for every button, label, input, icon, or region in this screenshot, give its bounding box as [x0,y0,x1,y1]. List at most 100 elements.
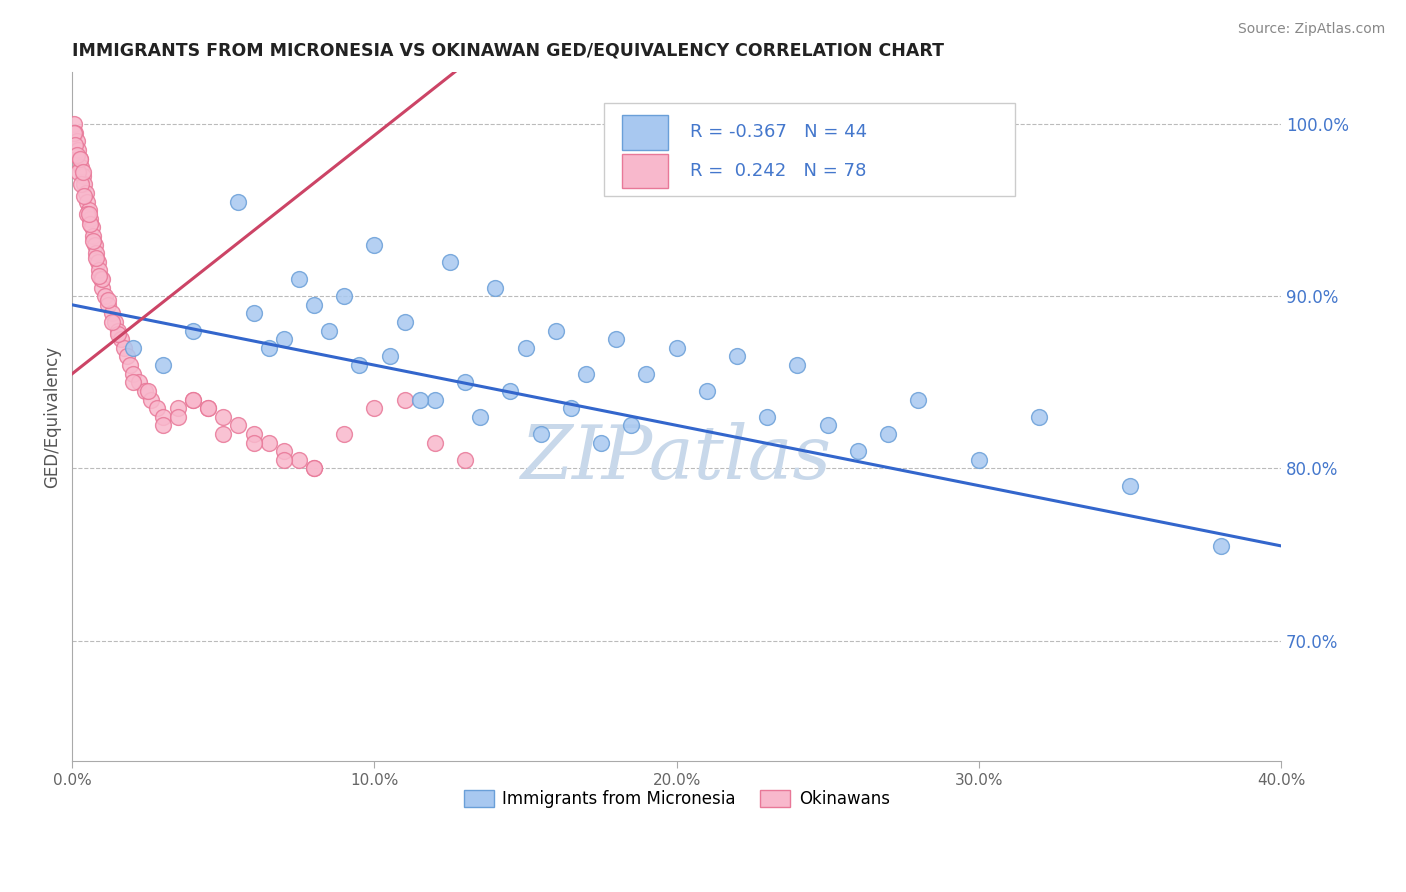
Point [484,280,506,294]
Point [181,392,204,407]
Point [242,435,264,450]
Point [73,178,96,192]
Point [454,452,477,467]
Legend: Immigrants from Micronesia, Okinawans: Immigrants from Micronesia, Okinawans [457,783,897,814]
Point [134,384,156,398]
Point [967,452,990,467]
Point [1209,539,1232,553]
Point [302,298,325,312]
Point [181,392,204,407]
Point [1028,409,1050,424]
Point [62,126,84,140]
Point [75,186,97,200]
Point [242,427,264,442]
Point [212,427,235,442]
Point [333,289,356,303]
Text: IMMIGRANTS FROM MICRONESIA VS OKINAWAN GED/EQUIVALENCY CORRELATION CHART: IMMIGRANTS FROM MICRONESIA VS OKINAWAN G… [72,42,945,60]
Point [67,143,90,157]
Text: R = -0.367   N = 44: R = -0.367 N = 44 [690,123,868,141]
Point [70,160,93,174]
Point [89,268,111,283]
Point [589,435,612,450]
Point [66,148,89,162]
Point [1119,478,1142,492]
Point [121,341,143,355]
Point [69,152,91,166]
Text: Source: ZipAtlas.com: Source: ZipAtlas.com [1237,22,1385,37]
Point [97,293,120,307]
Point [530,427,553,442]
Point [605,332,627,346]
Point [72,165,94,179]
Point [181,324,204,338]
Point [242,306,264,320]
Point [152,409,174,424]
Point [257,435,280,450]
Point [90,272,112,286]
Point [79,211,101,226]
Point [786,358,808,372]
Point [725,350,748,364]
Point [302,461,325,475]
Point [65,126,87,140]
Point [288,452,311,467]
Point [620,418,643,433]
Point [302,461,325,475]
Point [70,178,93,192]
Point [91,272,114,286]
Point [152,418,174,433]
Point [62,117,84,131]
Y-axis label: GED/Equivalency: GED/Equivalency [44,346,60,488]
Point [72,169,94,183]
Point [100,315,122,329]
Point [79,217,101,231]
FancyBboxPatch shape [623,115,668,150]
Point [228,194,250,209]
Point [273,444,295,458]
Point [82,234,104,248]
Point [73,189,96,203]
Point [394,392,416,407]
Point [80,220,103,235]
Point [83,237,105,252]
Point [110,332,132,346]
Point [139,392,162,407]
Point [77,206,100,220]
Point [349,358,371,372]
Point [128,376,150,390]
Point [112,341,135,355]
Point [107,324,129,338]
Point [94,289,117,303]
Point [273,332,295,346]
Point [363,237,385,252]
Point [515,341,537,355]
Point [82,229,104,244]
Point [76,194,98,209]
Point [696,384,718,398]
Point [121,376,143,390]
Point [907,392,929,407]
Point [544,324,567,338]
Point [636,367,658,381]
Point [76,206,98,220]
Point [97,298,120,312]
Point [499,384,522,398]
FancyBboxPatch shape [605,103,1015,196]
Point [69,152,91,166]
Point [665,341,688,355]
Point [756,409,779,424]
Point [817,418,839,433]
Point [146,401,169,416]
Point [273,452,295,467]
Point [86,246,108,260]
Point [423,435,446,450]
Point [107,327,129,342]
Point [167,409,190,424]
Point [212,409,235,424]
Point [363,401,385,416]
Point [91,280,114,294]
Point [100,306,122,320]
Point [288,272,311,286]
Point [136,384,159,398]
Point [86,252,108,266]
